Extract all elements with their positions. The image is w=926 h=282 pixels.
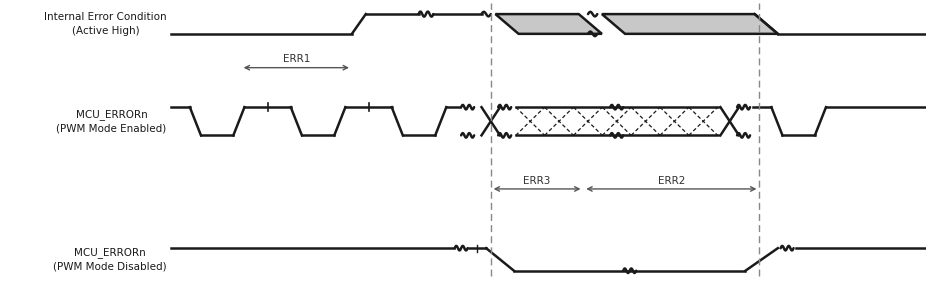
Polygon shape bbox=[602, 14, 778, 34]
Polygon shape bbox=[495, 14, 602, 34]
Text: MCU_ERRORn
(PWM Mode Enabled): MCU_ERRORn (PWM Mode Enabled) bbox=[56, 109, 167, 133]
Text: ERR3: ERR3 bbox=[523, 176, 551, 186]
Text: ERR1: ERR1 bbox=[282, 54, 310, 64]
Text: ERR2: ERR2 bbox=[657, 176, 685, 186]
Text: Internal Error Condition
(Active High): Internal Error Condition (Active High) bbox=[44, 12, 167, 36]
Text: MCU_ERRORn
(PWM Mode Disabled): MCU_ERRORn (PWM Mode Disabled) bbox=[53, 247, 167, 272]
